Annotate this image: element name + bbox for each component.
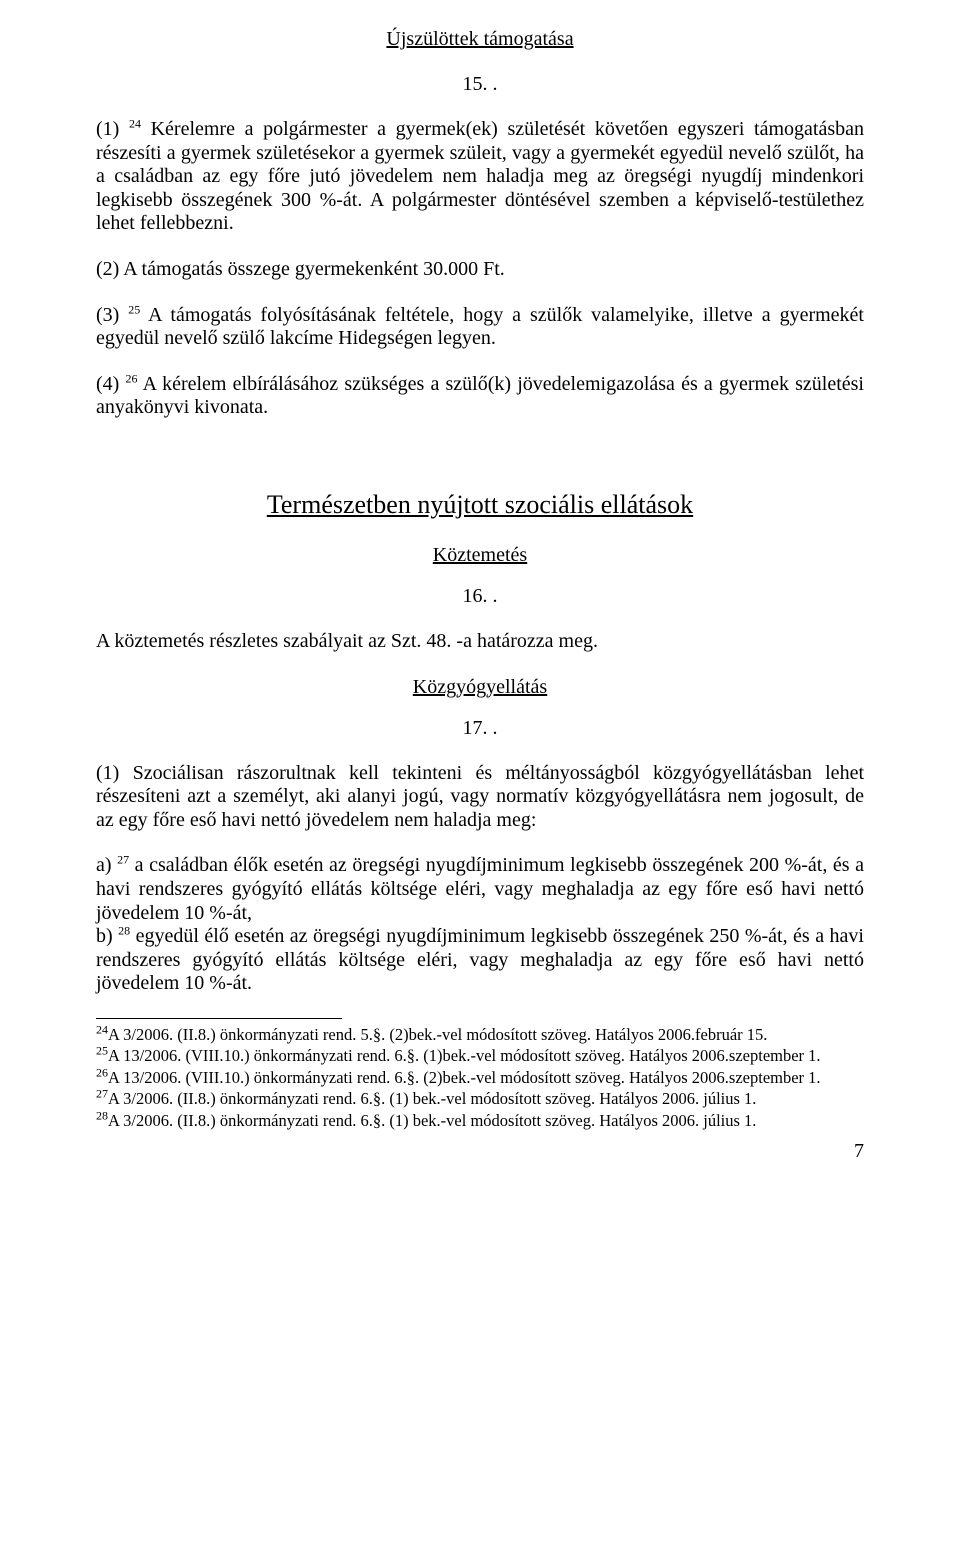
- section-number-15: 15. .: [96, 73, 864, 96]
- footnote-separator: [96, 1018, 342, 1019]
- footnote-text: A 13/2006. (VIII.10.) önkormányzati rend…: [108, 1046, 821, 1065]
- section-number-16: 16. .: [96, 585, 864, 608]
- para-text: Kérelemre a polgármester a gyermek(ek) s…: [96, 118, 864, 234]
- para-prefix: (1): [96, 118, 129, 140]
- heading-newborn-support: Újszülöttek támogatása: [96, 28, 864, 51]
- footnote-number: 24: [96, 1022, 108, 1036]
- document-page: Újszülöttek támogatása 15. . (1) 24 Kére…: [0, 0, 960, 1545]
- paragraph-17-a: a) 27 a családban élők esetén az öregség…: [96, 854, 864, 925]
- paragraph-17-1: (1) Szociálisan rászorultnak kell tekint…: [96, 762, 864, 833]
- footnote-ref-28: 28: [118, 923, 130, 937]
- para-prefix: a): [96, 854, 117, 876]
- footnote-number: 26: [96, 1065, 108, 1079]
- para-prefix: (4): [96, 373, 126, 395]
- para-text: A kérelem elbírálásához szükséges a szül…: [96, 373, 864, 419]
- section-number-17: 17. .: [96, 717, 864, 740]
- footnote-26: 26A 13/2006. (VIII.10.) önkormányzati re…: [96, 1068, 864, 1087]
- subheading-public-burial: Köztemetés: [96, 544, 864, 567]
- footnote-28: 28A 3/2006. (II.8.) önkormányzati rend. …: [96, 1111, 864, 1130]
- para-prefix: (3): [96, 304, 128, 326]
- page-number: 7: [96, 1140, 864, 1163]
- footnote-24: 24A 3/2006. (II.8.) önkormányzati rend. …: [96, 1025, 864, 1044]
- footnote-text: A 3/2006. (II.8.) önkormányzati rend. 5.…: [108, 1025, 767, 1044]
- para-prefix: b): [96, 925, 118, 947]
- subheading-public-medical: Közgyógyellátás: [96, 676, 864, 699]
- paragraph-15-3: (3) 25 A támogatás folyósításának feltét…: [96, 304, 864, 351]
- paragraph-17-b: b) 28 egyedül élő esetén az öregségi nyu…: [96, 925, 864, 996]
- footnote-number: 27: [96, 1087, 108, 1101]
- paragraph-16: A köztemetés részletes szabályait az Szt…: [96, 630, 864, 654]
- para-text: a családban élők esetén az öregségi nyug…: [96, 854, 864, 923]
- footnote-27: 27A 3/2006. (II.8.) önkormányzati rend. …: [96, 1089, 864, 1108]
- footnote-ref-26: 26: [126, 371, 138, 385]
- footnote-ref-25: 25: [128, 302, 140, 316]
- footnote-ref-27: 27: [117, 853, 129, 867]
- paragraph-15-4: (4) 26 A kérelem elbírálásához szükséges…: [96, 373, 864, 420]
- footnote-number: 25: [96, 1044, 108, 1058]
- footnote-text: A 3/2006. (II.8.) önkormányzati rend. 6.…: [108, 1111, 756, 1130]
- footnote-25: 25A 13/2006. (VIII.10.) önkormányzati re…: [96, 1046, 864, 1065]
- paragraph-15-2: (2) A támogatás összege gyermekenként 30…: [96, 258, 864, 282]
- footnote-text: A 3/2006. (II.8.) önkormányzati rend. 6.…: [108, 1089, 756, 1108]
- para-text: egyedül élő esetén az öregségi nyugdíjmi…: [96, 925, 864, 994]
- para-text: A támogatás folyósításának feltétele, ho…: [96, 304, 864, 350]
- heading-in-kind-benefits: Természetben nyújtott szociális ellátáso…: [96, 490, 864, 520]
- footnote-text: A 13/2006. (VIII.10.) önkormányzati rend…: [108, 1068, 821, 1087]
- footnote-number: 28: [96, 1108, 108, 1122]
- footnote-ref-24: 24: [129, 116, 141, 130]
- paragraph-15-1: (1) 24 Kérelemre a polgármester a gyerme…: [96, 118, 864, 236]
